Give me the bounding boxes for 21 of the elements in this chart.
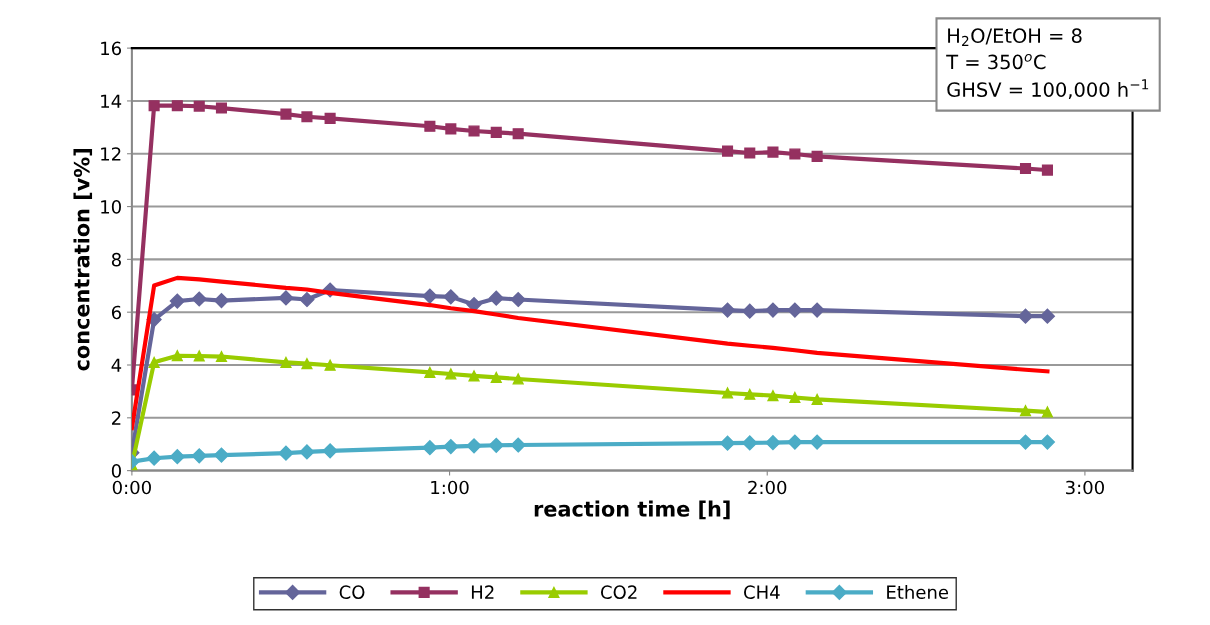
y-tick-label: 12 [101, 147, 121, 161]
legend-label: CO [339, 585, 365, 599]
y-tick-label: 16 [101, 41, 122, 56]
x-tick-label: 0:00 [112, 480, 151, 495]
x-tick-label: 3:00 [1066, 480, 1104, 495]
y-tick-label: 10 [101, 200, 121, 214]
y-tick-label: 4 [111, 358, 122, 372]
x-tick-label: 1:00 [431, 480, 469, 495]
y-tick-label: 0 [111, 464, 121, 478]
x-axis-title: reaction time [h] [534, 500, 730, 520]
y-tick-label: 2 [112, 411, 121, 425]
y-tick-label: 6 [111, 305, 122, 320]
y-tick-label: 14 [101, 94, 122, 108]
legend-label: CH4 [744, 585, 780, 599]
y-tick-label: 8 [111, 252, 121, 267]
y-axis-title: concentration [v%] [73, 149, 93, 371]
x-tick-label: 2:00 [748, 480, 787, 495]
legend-label: Ethene [887, 585, 949, 599]
annotation: H$_{2}$O/EtOH = 8 T = 350$^{o}$C GHSV = 100,000 h$^{−1}$ [946, 28, 1149, 99]
legend-label: H2 [471, 585, 494, 599]
legend-label: CO2 [600, 585, 637, 599]
